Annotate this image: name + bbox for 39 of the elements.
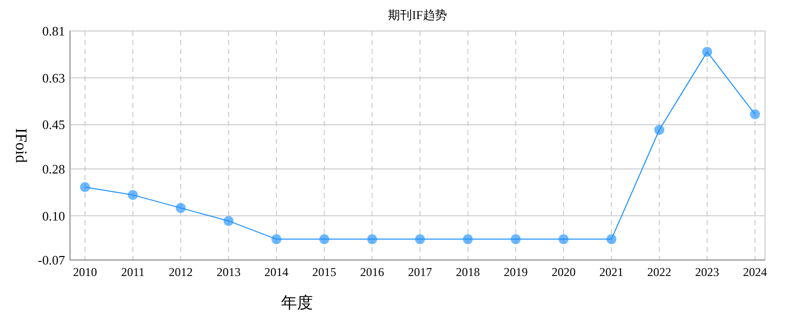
x-tick-label: 2015 (312, 265, 336, 279)
x-tick-label: 2018 (456, 265, 480, 279)
point (558, 234, 569, 244)
x-tick-label: 2012 (168, 265, 193, 279)
point (654, 124, 664, 135)
point (367, 234, 378, 244)
x-tick-label: 2014 (264, 265, 288, 279)
point (271, 234, 282, 244)
x-tick-label: 2022 (647, 265, 672, 279)
y-tick-label: 0.81 (42, 24, 65, 39)
point (750, 109, 760, 120)
x-tick-label: 2011 (121, 265, 145, 279)
y-tick-label: 0.45 (42, 117, 65, 132)
point (510, 234, 521, 244)
point (319, 234, 330, 244)
x-tick-label: 2010 (73, 265, 97, 279)
point (415, 234, 425, 244)
x-tick-label: 2020 (552, 265, 576, 279)
y-tick-label: 0.63 (42, 70, 65, 86)
y-axis-title: IFoid (12, 128, 29, 163)
point (702, 46, 712, 57)
point (462, 234, 473, 244)
y-tick-label: 0.10 (42, 208, 65, 224)
x-tick-label: 2023 (695, 265, 720, 279)
x-tick-label: 2013 (216, 265, 241, 279)
point (128, 190, 138, 200)
y-tick-label: -0.07 (38, 252, 66, 268)
x-axis-title: 年度 (281, 294, 313, 312)
point (80, 182, 90, 192)
y-tick-label: 0.28 (42, 161, 65, 176)
x-tick-label: 2024 (743, 265, 767, 279)
x-tick-label: 2019 (504, 265, 528, 279)
x-tick-label: 2021 (599, 265, 624, 279)
x-tick-label: 2017 (408, 265, 432, 279)
point (606, 234, 616, 244)
chart-title: 期刊IF趋势 (388, 8, 447, 22)
point (224, 216, 234, 226)
point (176, 202, 186, 213)
x-tick-label: 2016 (360, 265, 384, 279)
